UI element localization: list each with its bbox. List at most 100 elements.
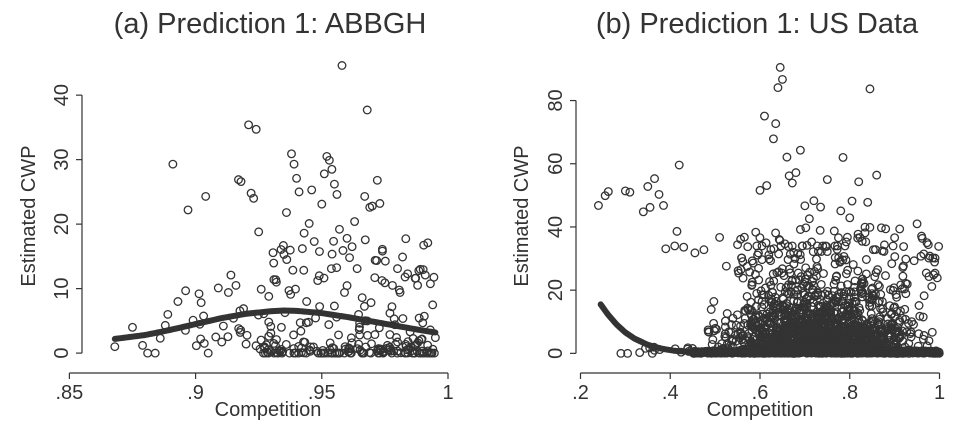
scatter-point bbox=[319, 169, 329, 179]
scatter-point bbox=[428, 344, 438, 354]
scatter-point bbox=[138, 340, 148, 350]
panel-b-x-tick-label: .6 bbox=[752, 382, 769, 404]
scatter-point bbox=[338, 246, 348, 255]
scatter-point bbox=[367, 339, 376, 349]
panel-a: (a) Prediction 1: ABBGH Estimated CWP Co… bbox=[18, 8, 454, 421]
scatter-point bbox=[302, 297, 312, 306]
scatter-point bbox=[289, 348, 299, 358]
scatter-point bbox=[769, 134, 778, 144]
scatter-point bbox=[840, 241, 850, 251]
scatter-point bbox=[242, 330, 252, 340]
scatter-point bbox=[781, 310, 791, 320]
scatter-point bbox=[335, 224, 344, 234]
scatter-point bbox=[860, 222, 870, 232]
scatter-point bbox=[899, 284, 909, 294]
scatter-point bbox=[856, 278, 866, 288]
scatter-point bbox=[806, 329, 816, 338]
scatter-point bbox=[779, 271, 789, 281]
scatter-point bbox=[872, 336, 882, 346]
scatter-point bbox=[309, 237, 319, 246]
scatter-point bbox=[809, 274, 818, 283]
scatter-point bbox=[815, 225, 825, 235]
scatter-point bbox=[776, 282, 786, 292]
scatter-point bbox=[807, 335, 816, 345]
panel-a-y-tick-label: 20 bbox=[51, 213, 73, 235]
panel-a-fit-line bbox=[111, 307, 439, 342]
scatter-point bbox=[370, 330, 380, 340]
scatter-point bbox=[793, 285, 802, 295]
scatter-point bbox=[838, 152, 848, 162]
scatter-point bbox=[872, 318, 882, 328]
scatter-point bbox=[281, 339, 291, 349]
scatter-point bbox=[888, 241, 898, 251]
scatter-point bbox=[804, 214, 814, 224]
panel-b-y-tick-label: 60 bbox=[545, 153, 567, 175]
scatter-point bbox=[301, 318, 311, 328]
scatter-point bbox=[387, 348, 397, 358]
scatter-point bbox=[812, 254, 821, 264]
scatter-point bbox=[755, 233, 765, 243]
scatter-point bbox=[802, 240, 812, 250]
scatter-point bbox=[809, 196, 819, 206]
scatter-point bbox=[743, 242, 753, 252]
scatter-point bbox=[808, 247, 818, 257]
scatter-point bbox=[249, 193, 259, 203]
scatter-point bbox=[264, 331, 274, 341]
scatter-point bbox=[783, 255, 793, 265]
scatter-point bbox=[831, 275, 840, 285]
scatter-point bbox=[807, 284, 817, 294]
scatter-point bbox=[734, 268, 744, 278]
scatter-point bbox=[876, 223, 886, 233]
scatter-point bbox=[638, 207, 648, 217]
panel-a-x-axis-title: Competition bbox=[215, 399, 322, 421]
scatter-point bbox=[372, 175, 382, 185]
scatter-point bbox=[781, 325, 791, 334]
scatter-point bbox=[359, 301, 369, 311]
scatter-point bbox=[793, 268, 803, 278]
scatter-point bbox=[395, 288, 405, 297]
scatter-point bbox=[863, 336, 873, 346]
scatter-point bbox=[865, 222, 875, 232]
scatter-point bbox=[414, 266, 424, 276]
scatter-point bbox=[382, 340, 392, 350]
scatter-point bbox=[742, 291, 752, 301]
scatter-point bbox=[173, 297, 183, 306]
scatter-point bbox=[812, 311, 822, 321]
scatter-point bbox=[423, 238, 433, 248]
scatter-point bbox=[800, 290, 810, 300]
scatter-point bbox=[769, 244, 779, 254]
scatter-point bbox=[843, 265, 853, 275]
scatter-point bbox=[816, 202, 826, 212]
scatter-point bbox=[878, 307, 888, 317]
scatter-point bbox=[244, 120, 254, 130]
scatter-point bbox=[820, 314, 830, 323]
scatter-point bbox=[266, 347, 276, 357]
scatter-point bbox=[849, 306, 859, 316]
scatter-point bbox=[385, 308, 395, 318]
scatter-point bbox=[327, 249, 337, 259]
panel-a-x-tick-label: .85 bbox=[55, 382, 83, 404]
scatter-point bbox=[834, 319, 843, 329]
scatter-point bbox=[816, 279, 826, 289]
scatter-point bbox=[350, 217, 360, 226]
scatter-point bbox=[802, 308, 811, 318]
scatter-point bbox=[787, 303, 796, 313]
scatter-point bbox=[317, 199, 327, 209]
scatter-point bbox=[357, 293, 367, 303]
scatter-point bbox=[811, 330, 821, 340]
scatter-point bbox=[360, 191, 370, 201]
scatter-point bbox=[755, 185, 765, 195]
scatter-point bbox=[782, 152, 792, 162]
scatter-point bbox=[418, 318, 428, 328]
scatter-point bbox=[858, 322, 868, 331]
scatter-point bbox=[163, 309, 173, 319]
scatter-point bbox=[110, 342, 120, 352]
scatter-point bbox=[410, 273, 420, 283]
panel-a-title: (a) Prediction 1: ABBGH bbox=[114, 8, 427, 40]
scatter-point bbox=[690, 248, 700, 258]
scatter-point bbox=[829, 318, 839, 328]
scatter-point bbox=[706, 305, 716, 314]
scatter-point bbox=[848, 260, 858, 269]
scatter-point bbox=[924, 336, 934, 346]
scatter-point bbox=[593, 201, 603, 210]
